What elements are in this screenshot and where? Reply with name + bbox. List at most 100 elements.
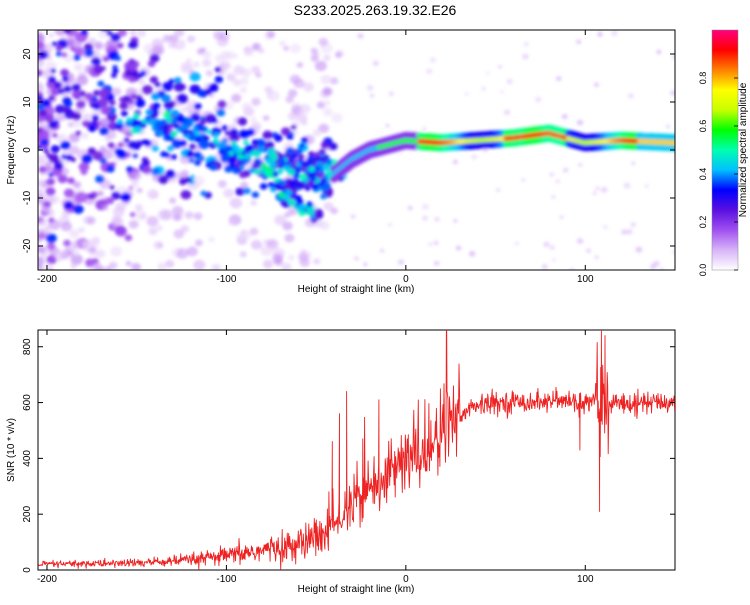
spectrogram-cell xyxy=(264,86,273,94)
spectrogram-cell xyxy=(635,246,643,253)
spectrogram-cell xyxy=(322,163,331,171)
spectrogram-cell xyxy=(92,258,99,264)
spectrogram-cell xyxy=(623,182,631,189)
spectrogram-cell xyxy=(235,162,242,168)
spectrogram-cell xyxy=(196,48,205,55)
spectrogram-cell xyxy=(214,54,225,63)
spectrogram-cell xyxy=(63,188,75,198)
spectrogram-cell xyxy=(272,171,279,178)
spectrogram-cell xyxy=(237,117,248,126)
spectrogram-cell xyxy=(372,60,379,66)
spectrogram-cell xyxy=(320,141,330,149)
spectrogram-cell xyxy=(318,148,326,155)
spectrogram-cell xyxy=(165,169,176,179)
spectrogram-cell xyxy=(75,192,88,203)
spectrogram-cell xyxy=(194,159,202,166)
spectrogram-cell xyxy=(535,96,542,103)
spectrogram-cell xyxy=(220,68,228,75)
spectrogram-cell xyxy=(279,40,286,47)
spectrogram-cell xyxy=(184,176,192,184)
spectrogram-cell xyxy=(46,178,55,186)
spectrogram-y-tick-label: 20 xyxy=(22,48,33,60)
spectrogram-cell xyxy=(161,209,174,221)
spectrogram-cell xyxy=(203,141,210,148)
spectrogram-cell xyxy=(453,219,458,223)
spectrogram-cell xyxy=(631,161,636,165)
spectrogram-cell xyxy=(322,87,332,96)
colorbar-ticks: 0.0 0.2 0.4 0.6 0.8 xyxy=(698,72,738,277)
spectrogram-cell xyxy=(111,87,122,96)
snr-y-tick-label: 200 xyxy=(22,505,33,522)
spectrogram-cell xyxy=(60,140,71,150)
spectrogram-cell xyxy=(192,61,200,68)
spectrogram-cell xyxy=(243,187,251,195)
spectrogram-cell xyxy=(120,192,131,202)
spectrogram-cell xyxy=(223,188,234,198)
spectrogram-cell xyxy=(53,120,59,125)
spectrogram-cell xyxy=(228,219,236,226)
spectrogram-cell xyxy=(93,65,104,74)
spectrogram-cell xyxy=(180,106,187,113)
spectrogram-cell xyxy=(205,70,213,77)
spectrogram-cell xyxy=(217,180,227,188)
colorbar-tick-label: 0.0 xyxy=(698,264,708,277)
spectrogram-cell xyxy=(296,181,306,190)
spectrogram-cell xyxy=(193,151,202,158)
spectrogram-x-label: Height of straight line (km) xyxy=(298,284,415,295)
spectrogram-cell xyxy=(95,175,105,184)
spectrogram-cell xyxy=(320,193,327,200)
spectrogram-cell xyxy=(276,168,284,175)
spectrogram-cell xyxy=(289,74,301,84)
spectrogram-cell xyxy=(74,41,82,48)
spectrogram-cell xyxy=(100,105,111,115)
spectrogram-cell xyxy=(357,33,364,39)
spectrogram-cell xyxy=(44,114,55,123)
spectrogram-cell xyxy=(212,118,218,124)
spectrogram-cell xyxy=(353,256,360,262)
spectrogram-cell xyxy=(125,260,132,267)
spectrogram-cell xyxy=(294,195,302,202)
spectrogram-heatmap xyxy=(38,30,675,270)
spectrogram-cell xyxy=(69,229,79,238)
spectrogram-cell xyxy=(189,84,201,94)
spectrogram-cell xyxy=(160,151,168,158)
spectrogram-cell xyxy=(146,216,159,227)
snr-y-tick-label: 400 xyxy=(22,450,33,467)
spectrogram-cell xyxy=(40,138,49,146)
spectrogram-cell xyxy=(43,148,49,154)
spectrogram-cell xyxy=(592,191,597,195)
spectrogram-cell xyxy=(138,79,146,86)
spectrogram-cell xyxy=(672,249,675,255)
spectrogram-x-tick-label: 0 xyxy=(403,274,409,285)
spectrogram-cell xyxy=(70,254,83,265)
spectrogram-cell xyxy=(522,53,529,60)
spectrogram-cell xyxy=(283,165,290,171)
spectrogram-cell xyxy=(180,169,189,177)
spectrogram-cell xyxy=(312,129,321,137)
spectrogram-cell xyxy=(190,113,201,122)
spectrogram-cell xyxy=(81,120,89,127)
spectrogram-cell xyxy=(60,68,69,77)
spectrogram-cell xyxy=(38,58,45,67)
spectrogram-cell xyxy=(180,225,190,233)
spectrogram-cell xyxy=(98,88,110,99)
spectrogram-cell xyxy=(385,124,390,128)
spectrogram-cell xyxy=(136,187,143,194)
snr-y-tick-label: 0 xyxy=(22,567,33,573)
spectrogram-cell xyxy=(665,124,670,129)
spectrogram-cell xyxy=(267,181,275,188)
spectrogram-cell xyxy=(248,167,256,174)
spectrogram-cell xyxy=(266,239,276,248)
snr-series-line xyxy=(38,330,675,570)
spectrogram-cell xyxy=(200,190,207,196)
spectrogram-cell xyxy=(304,186,311,191)
spectrogram-cell xyxy=(380,248,385,253)
spectrogram-cell xyxy=(184,211,194,219)
spectrogram-cell xyxy=(188,158,195,163)
spectrogram-cell xyxy=(498,65,502,69)
spectrogram-cell xyxy=(296,62,304,68)
spectrogram-cell xyxy=(64,247,71,254)
spectrogram-cell xyxy=(320,74,332,85)
spectrogram-cell xyxy=(38,216,47,227)
